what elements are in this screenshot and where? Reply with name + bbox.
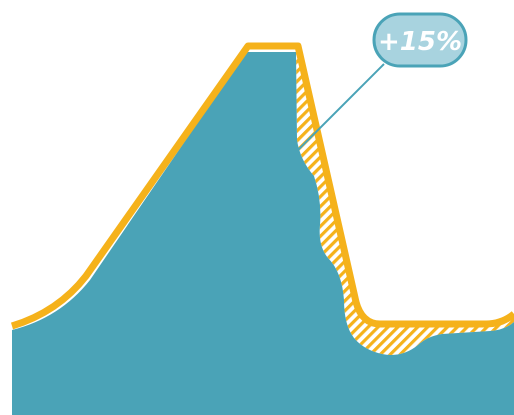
teal-mountain-shape: [12, 52, 514, 415]
percent-callout: +15%: [372, 12, 468, 68]
callout-label: +15%: [378, 27, 462, 57]
callout-pill: [372, 12, 468, 68]
orange-outline: [10, 42, 514, 330]
callout-leader-line: [297, 63, 385, 151]
